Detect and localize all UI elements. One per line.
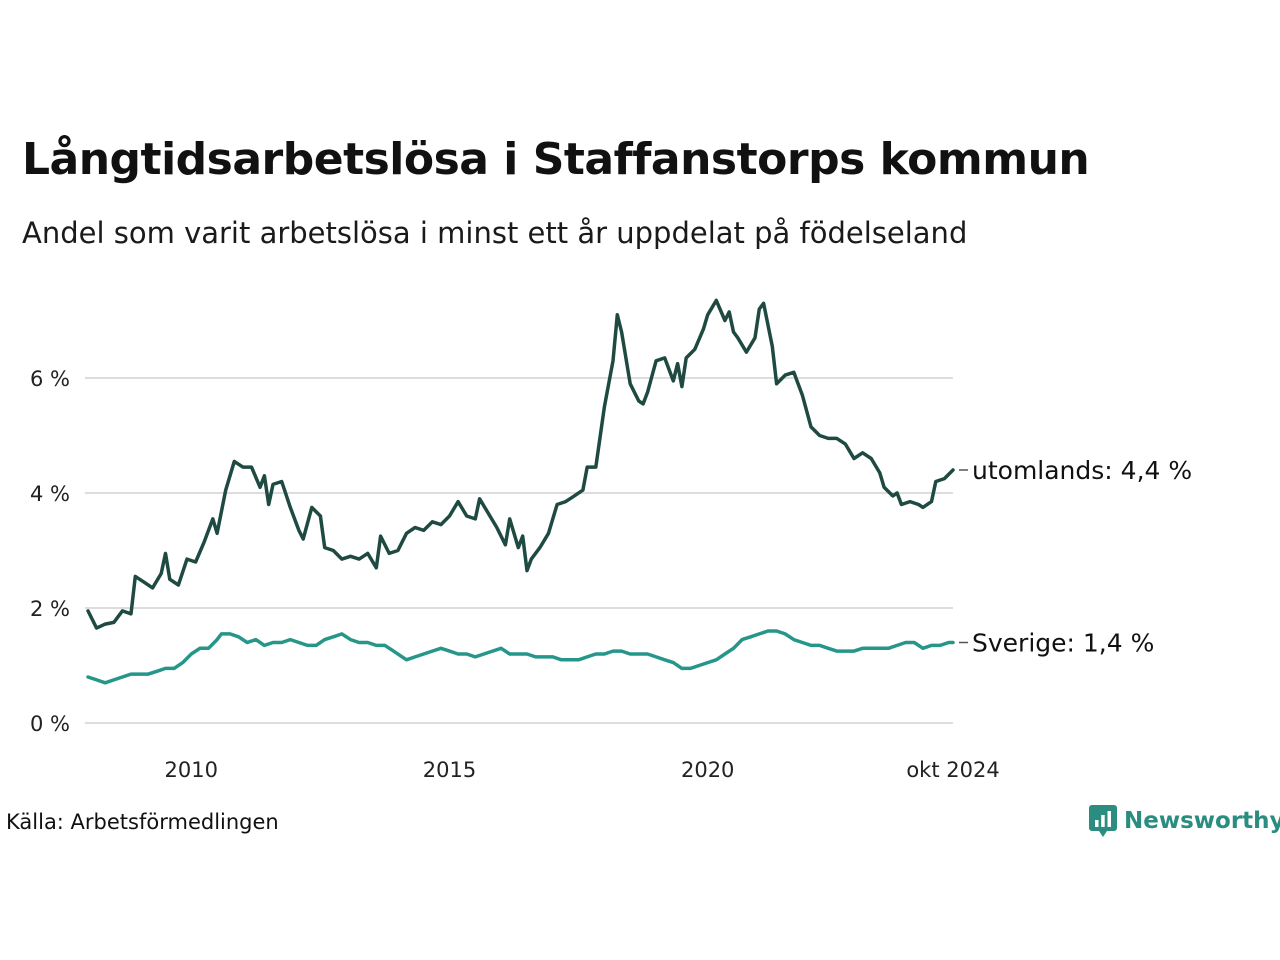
grid-lines bbox=[85, 377, 953, 724]
end-label-utomlands: utomlands: 4,4 % bbox=[972, 456, 1192, 485]
y-tick-label: 0 % bbox=[30, 712, 70, 736]
y-tick-label: 4 % bbox=[30, 482, 70, 506]
brand-name: Newsworthy bbox=[1124, 808, 1280, 834]
brand-logo: Newsworthy bbox=[1088, 804, 1280, 838]
newsworthy-logo-icon bbox=[1089, 805, 1117, 837]
x-tick-label: 2020 bbox=[681, 758, 734, 782]
chart-title: Långtidsarbetslösa i Staffanstorps kommu… bbox=[22, 134, 1090, 185]
series-lines bbox=[86, 298, 955, 685]
x-tick-label: 2015 bbox=[423, 758, 476, 782]
x-tick-label: 2010 bbox=[165, 758, 218, 782]
y-tick-label: 6 % bbox=[30, 367, 70, 391]
y-axis-ticks: 0 % 2 % 4 % 6 % bbox=[30, 367, 70, 736]
y-tick-label: 2 % bbox=[30, 597, 70, 621]
series-end-labels: utomlands: 4,4 % Sverige: 1,4 % bbox=[959, 456, 1192, 658]
end-label-sverige: Sverige: 1,4 % bbox=[972, 629, 1154, 658]
chart-subtitle: Andel som varit arbetslösa i minst ett å… bbox=[22, 216, 968, 250]
source-note: Källa: Arbetsförmedlingen bbox=[6, 810, 279, 834]
x-axis-ticks: 2010 2015 2020 okt 2024 bbox=[165, 758, 1000, 782]
series-line-utomlands bbox=[86, 298, 955, 630]
series-line-sverige bbox=[86, 629, 955, 685]
x-tick-label: okt 2024 bbox=[906, 758, 999, 782]
